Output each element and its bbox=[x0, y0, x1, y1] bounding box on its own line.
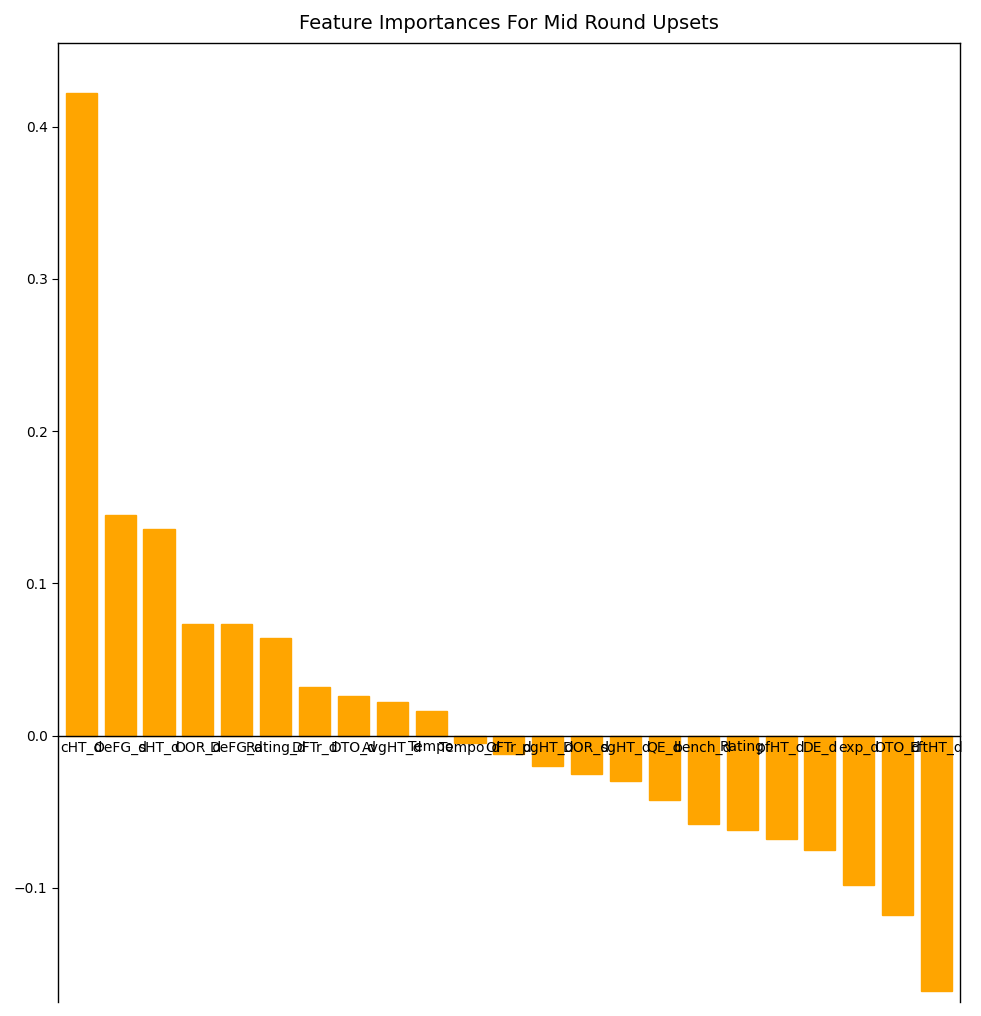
Bar bbox=[222, 625, 252, 736]
Bar bbox=[337, 696, 369, 736]
Bar bbox=[844, 736, 874, 885]
Title: Feature Importances For Mid Round Upsets: Feature Importances For Mid Round Upsets bbox=[299, 14, 719, 33]
Bar bbox=[727, 736, 757, 830]
Bar bbox=[882, 736, 913, 915]
Bar bbox=[182, 625, 214, 736]
Bar bbox=[377, 702, 408, 736]
Bar bbox=[765, 736, 797, 839]
Bar bbox=[260, 638, 291, 736]
Bar bbox=[688, 736, 719, 824]
Bar bbox=[610, 736, 642, 781]
Bar bbox=[105, 515, 135, 736]
Bar bbox=[493, 736, 525, 754]
Bar bbox=[921, 736, 953, 992]
Bar bbox=[454, 736, 486, 744]
Bar bbox=[533, 736, 563, 766]
Bar bbox=[299, 687, 330, 736]
Bar bbox=[571, 736, 602, 774]
Bar bbox=[804, 736, 836, 849]
Bar bbox=[143, 528, 175, 736]
Bar bbox=[66, 93, 97, 736]
Bar bbox=[648, 736, 680, 800]
Bar bbox=[416, 711, 446, 736]
